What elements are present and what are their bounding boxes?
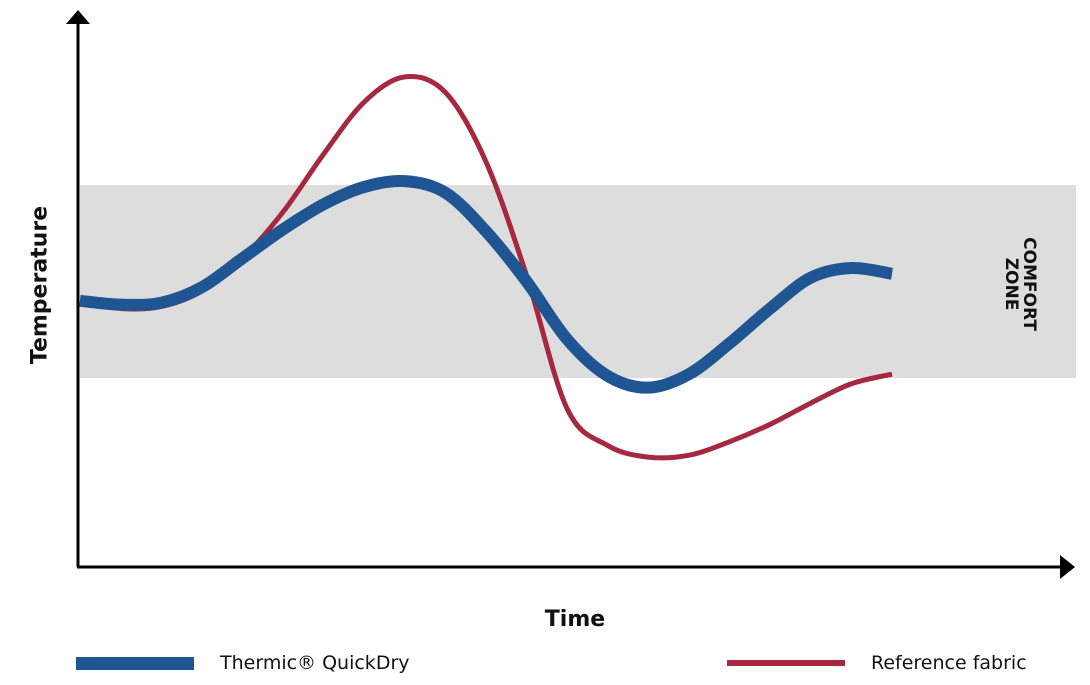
comfort-zone-label-line-2: ZONE — [1001, 257, 1021, 311]
legend-swatch-reference — [727, 660, 845, 666]
series-line-quickdry — [79, 174, 894, 394]
comfort-zone-label-line-1: COMFORT — [1019, 237, 1039, 331]
x-axis-arrow — [1060, 555, 1075, 579]
legend-item-quickdry: Thermic® QuickDry — [76, 652, 410, 674]
legend-label-reference: Reference fabric — [871, 652, 1027, 674]
comfort-zone-label: COMFORT ZONE — [1001, 237, 1039, 331]
y-axis-arrow — [66, 10, 90, 24]
x-axis-label: Time — [544, 607, 606, 632]
series-layer — [79, 74, 894, 461]
legend-swatch-quickdry — [76, 656, 194, 670]
legend-item-reference: Reference fabric — [727, 652, 1027, 674]
legend-label-quickdry: Thermic® QuickDry — [220, 652, 410, 674]
y-axis-label: Temperature — [27, 205, 53, 365]
